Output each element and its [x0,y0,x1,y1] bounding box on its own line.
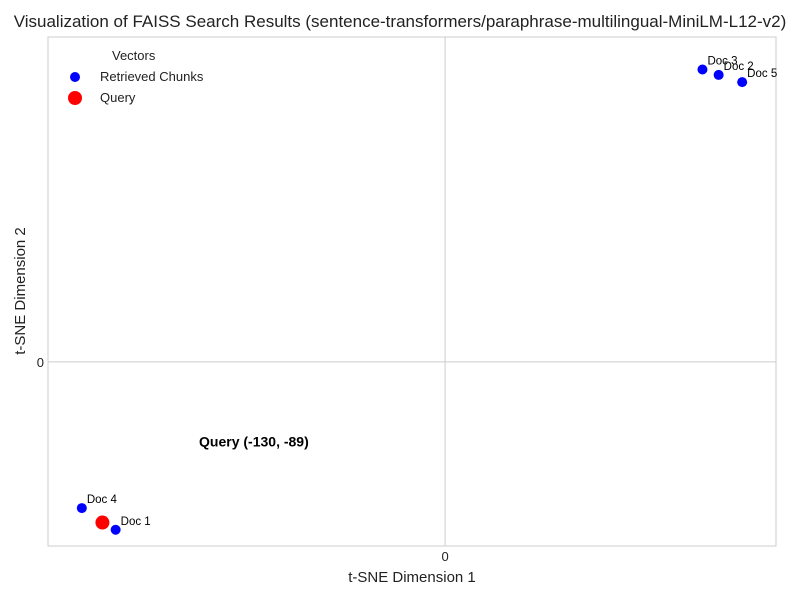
retrieved-chunk-point [697,64,708,75]
data-points [76,64,748,535]
legend-marker-query [68,91,82,105]
retrieved-chunk-point [76,503,87,514]
legend-label-retrieved-chunks: Retrieved Chunks [100,69,204,84]
y-axis-label: t-SNE Dimension 2 [12,227,29,355]
query-point [95,515,110,530]
annotations: Query (-130, -89) [199,433,309,449]
retrieved-chunk-point [713,69,724,80]
point-label: Doc 4 [87,494,118,506]
legend: Vectors Retrieved Chunks Query [68,48,204,105]
legend-title: Vectors [112,48,156,63]
x-axis-label: t-SNE Dimension 1 [348,569,476,586]
grid-lines [48,37,776,546]
tick-labels: 00 [37,355,449,564]
point-label: Doc 2 [724,61,754,73]
query-annotation: Query (-130, -89) [199,433,309,449]
point-label: Doc 1 [121,516,151,528]
chart-title: Visualization of FAISS Search Results (s… [14,12,787,31]
retrieved-chunk-point [110,524,121,535]
point-label: Doc 3 [707,55,737,67]
retrieved-chunk-point [737,77,748,88]
x-tick-label: 0 [441,549,448,564]
legend-marker-retrieved-chunks [70,72,80,82]
point-label: Doc 5 [747,68,777,80]
y-tick-label: 0 [37,355,44,370]
plot-area [47,36,777,547]
legend-label-query: Query [100,90,136,105]
